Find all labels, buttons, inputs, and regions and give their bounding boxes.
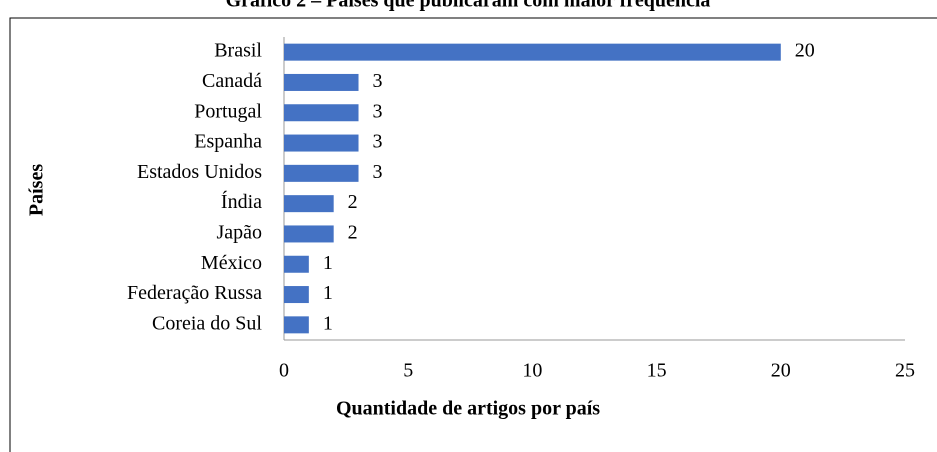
- data-label: 2: [348, 222, 358, 244]
- x-tick-label: 25: [895, 360, 915, 382]
- bar: [284, 73, 359, 91]
- data-label: 1: [323, 252, 333, 274]
- data-label: 3: [373, 70, 383, 92]
- y-tick-label: Espanha: [194, 131, 262, 153]
- y-tick-label: Portugal: [194, 100, 262, 122]
- bar: [284, 134, 359, 152]
- y-axis-label: Países: [26, 164, 48, 216]
- x-tick-label: 15: [647, 360, 667, 382]
- bar: [284, 316, 309, 334]
- y-tick-label: México: [201, 252, 262, 274]
- x-tick-label: 5: [403, 360, 413, 382]
- y-tick-label: Coreia do Sul: [152, 312, 262, 334]
- bar: [284, 164, 359, 182]
- y-tick-label: Japão: [216, 222, 262, 244]
- y-tick-label: Estados Unidos: [137, 161, 262, 183]
- y-tick-label: Canadá: [202, 70, 262, 92]
- chart-title: Gráfico 2 – Países que publicaram com ma…: [226, 0, 711, 12]
- x-axis-label: Quantidade de artigos por país: [336, 398, 600, 420]
- bar: [284, 43, 781, 61]
- x-tick-label: 10: [522, 360, 542, 382]
- data-label: 20: [795, 40, 815, 62]
- bar: [284, 195, 334, 213]
- data-label: 2: [348, 191, 358, 213]
- bar: [284, 286, 309, 304]
- data-label: 1: [323, 312, 333, 334]
- y-tick-label: Índia: [221, 190, 262, 213]
- frame: [9, 17, 937, 452]
- x-tick-label: 0: [279, 360, 289, 382]
- data-label: 3: [373, 131, 383, 153]
- bar: [284, 255, 309, 273]
- bar: [284, 225, 334, 243]
- data-label: 3: [373, 161, 383, 183]
- data-label: 3: [373, 100, 383, 122]
- y-tick-label: Brasil: [214, 40, 262, 62]
- x-tick-label: 20: [771, 360, 791, 382]
- y-tick-label: Federação Russa: [127, 282, 262, 304]
- data-label: 1: [323, 282, 333, 304]
- bar: [284, 104, 359, 122]
